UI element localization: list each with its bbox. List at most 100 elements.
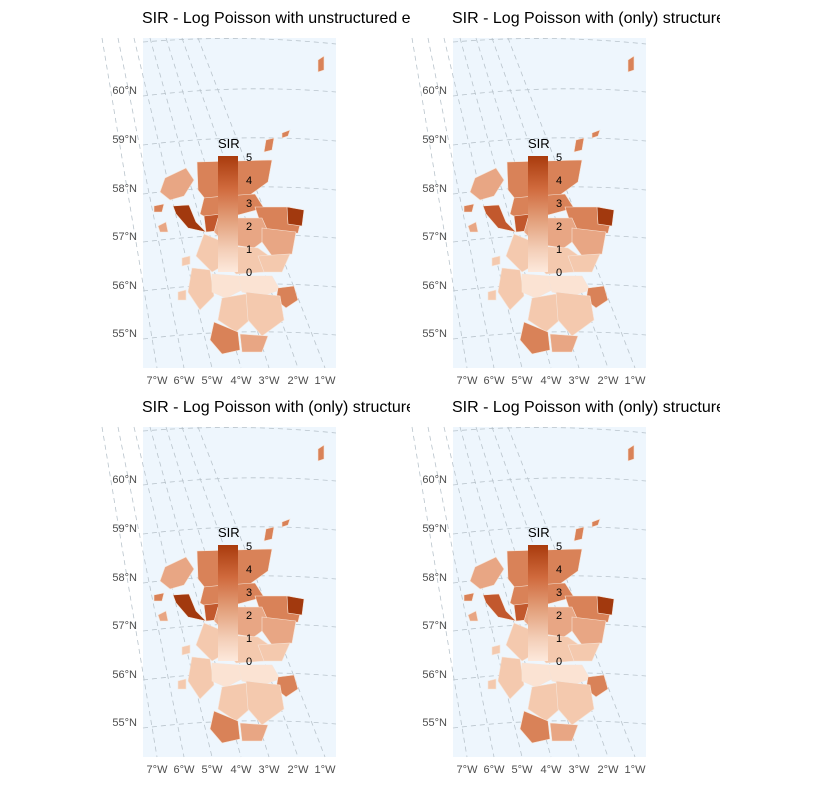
- region-orkney: [263, 137, 275, 153]
- x-tick-label: 3°W: [259, 375, 281, 387]
- map-panel: SIR - Log Poisson with (only) structured…: [0, 389, 410, 779]
- region-lewis: [469, 556, 505, 590]
- legend-title: SIR: [218, 136, 240, 151]
- legend-tick-label: 1: [246, 244, 253, 256]
- region-glasgow: [521, 662, 553, 688]
- legend-tick-label: 1: [556, 244, 563, 256]
- region-shetland: [627, 444, 635, 462]
- x-tick-label: 2°W: [288, 375, 310, 387]
- y-tick-label: 59°N: [422, 523, 447, 535]
- region-lothian: [547, 664, 591, 686]
- region-mull: [491, 255, 501, 267]
- legend-title: SIR: [528, 136, 550, 151]
- y-tick-label: 59°N: [112, 523, 137, 535]
- region-uist: [467, 610, 479, 622]
- x-tick-label: 1°W: [625, 375, 647, 387]
- legend-tick-label: 2: [556, 610, 563, 622]
- legend-tick-label: 0: [556, 656, 563, 668]
- y-tick-label: 58°N: [112, 572, 137, 584]
- legend-tick-label: 1: [246, 633, 253, 645]
- legend-tick-label: 4: [556, 175, 563, 187]
- region-borders: [245, 680, 285, 726]
- region-aberdeen: [596, 206, 615, 227]
- region-borders: [245, 291, 285, 337]
- region-shetland: [627, 55, 635, 73]
- legend-tick-label: 0: [246, 267, 253, 279]
- x-tick-label: 3°W: [259, 764, 281, 776]
- y-tick-label: 60°N: [112, 85, 137, 97]
- region-dumfries: [549, 333, 579, 353]
- y-tick-label: 56°N: [112, 280, 137, 292]
- x-tick-label: 4°W: [231, 375, 253, 387]
- x-tick-label: 5°W: [202, 375, 224, 387]
- region-uist: [157, 610, 169, 622]
- region-fife: [567, 253, 601, 273]
- x-tick-label: 6°W: [174, 764, 196, 776]
- region-barra: [463, 592, 475, 602]
- region-mull: [491, 644, 501, 656]
- legend-tick-label: 3: [556, 198, 563, 210]
- region-mull: [181, 644, 191, 656]
- map-panel: SIR - Log Poisson with (only) structured…: [310, 0, 720, 390]
- x-tick-label: 6°W: [174, 375, 196, 387]
- region-orkney: [263, 526, 275, 542]
- x-tick-label: 4°W: [231, 764, 253, 776]
- choropleth-map: 60°N 59°N 58°N 57°N 56°N 55°N 7°W 6°W 5°W 4°W 3°W 2…: [101, 426, 336, 776]
- region-glasgow: [211, 273, 243, 299]
- region-lothian: [547, 275, 591, 297]
- region-galloway: [209, 710, 241, 744]
- region-glasgow: [211, 662, 243, 688]
- region-dumfries: [239, 333, 269, 353]
- y-tick-label: 56°N: [112, 669, 137, 681]
- y-tick-label: 57°N: [422, 231, 447, 243]
- legend-tick-label: 0: [246, 656, 253, 668]
- choropleth-map: 60°N 59°N 58°N 57°N 56°N 55°N 7°W 6°W 5°W 4°W 3°W 2…: [411, 426, 647, 776]
- y-tick-label: 56°N: [422, 280, 447, 292]
- x-tick-label: 1°W: [625, 764, 647, 776]
- region-barra: [153, 203, 165, 213]
- region-islay: [487, 289, 497, 301]
- y-tick-label: 55°N: [422, 717, 447, 729]
- x-tick-label: 7°W: [457, 764, 479, 776]
- region-mull: [181, 255, 191, 267]
- legend-tick-label: 4: [246, 564, 253, 576]
- y-tick-label: 58°N: [112, 183, 137, 195]
- x-tick-label: 1°W: [315, 375, 337, 387]
- region-orkney: [573, 526, 585, 542]
- region-borders: [555, 680, 595, 726]
- region-islay: [177, 678, 187, 690]
- x-tick-label: 2°W: [288, 764, 310, 776]
- x-tick-label: 4°W: [541, 375, 563, 387]
- legend-colorbar: [218, 545, 238, 661]
- regions: [153, 444, 325, 744]
- legend-colorbar: [528, 545, 548, 661]
- region-lothian: [237, 275, 281, 297]
- legend-tick-label: 2: [556, 221, 563, 233]
- region-orkney-east: [281, 518, 291, 528]
- panel-title: SIR - Log Poisson with unstructured erro…: [142, 10, 410, 27]
- region-aberdeen: [596, 595, 615, 616]
- region-shetland: [317, 444, 325, 462]
- region-lothian: [237, 664, 281, 686]
- region-argyll-south: [497, 267, 525, 311]
- region-lewis: [159, 167, 195, 201]
- x-tick-label: 3°W: [569, 764, 591, 776]
- y-tick-label: 55°N: [112, 328, 137, 340]
- region-uist: [467, 221, 479, 233]
- region-lewis: [159, 556, 195, 590]
- map-panel: SIR - Log Poisson with unstructured erro…: [0, 0, 410, 390]
- legend-tick-label: 3: [556, 587, 563, 599]
- y-tick-label: 57°N: [422, 620, 447, 632]
- legend-tick-label: 5: [556, 152, 563, 164]
- choropleth-map: 60°N 59°N 58°N 57°N 56°N 55°N 7°W 6°W 5°W 4°W 3°W 2…: [411, 37, 647, 387]
- legend-tick-label: 3: [246, 587, 253, 599]
- region-aberdeen: [286, 206, 305, 227]
- region-galloway: [519, 321, 551, 355]
- region-dumfries: [239, 722, 269, 742]
- region-argyll-south: [187, 267, 215, 311]
- region-ayrshire: [527, 682, 563, 722]
- region-islay: [487, 678, 497, 690]
- x-tick-label: 7°W: [147, 764, 169, 776]
- region-dumfries: [549, 722, 579, 742]
- region-aberdeen: [286, 595, 305, 616]
